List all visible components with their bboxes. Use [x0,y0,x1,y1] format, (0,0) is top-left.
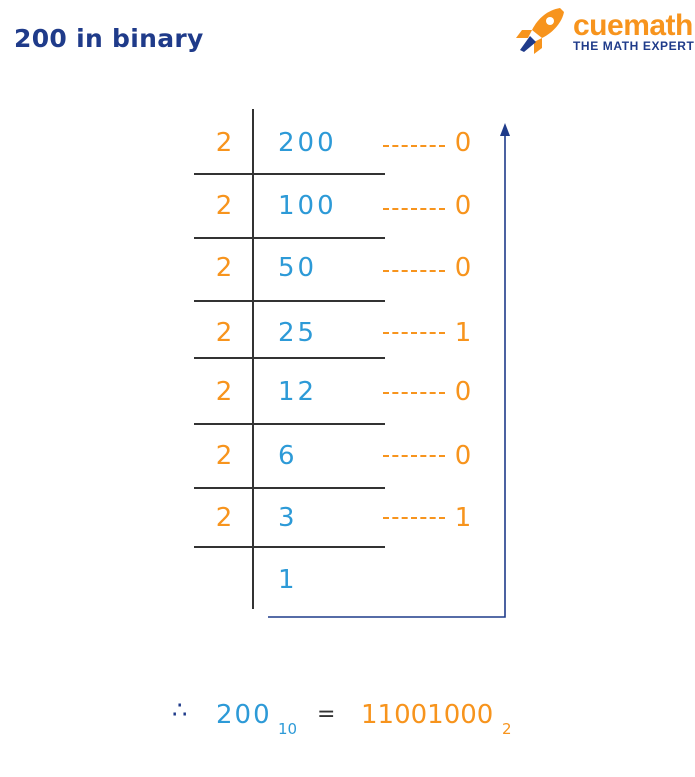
binary-value: 11001000 [361,700,494,730]
remainder: 0 [454,253,472,283]
divisor: 2 [215,318,233,348]
row-divider [194,423,385,425]
remainder: 1 [454,503,472,533]
row-divider [194,300,385,302]
brand-name: cuemath [573,9,693,42]
dashed-leader [383,517,445,519]
remainder: 1 [454,318,472,348]
decimal-base: 10 [278,720,298,738]
quotient: 25 [278,318,318,348]
vertical-divider [252,109,254,609]
quotient: 6 [278,441,298,471]
divisor: 2 [215,191,233,221]
row-divider [194,173,385,175]
equals-sign: = [317,702,336,727]
quotient: 100 [278,191,337,221]
divisor: 2 [215,253,233,283]
quotient: 12 [278,377,318,407]
divisor: 2 [215,377,233,407]
quotient: 50 [278,253,318,283]
brand-logo: cuemath THE MATH EXPERT [512,6,694,58]
result-equation: ∴ 200 10 = 11001000 2 [0,696,695,756]
dashed-leader [383,455,445,457]
divisor: 2 [215,441,233,471]
quotient: 3 [278,503,298,533]
dashed-leader [383,145,445,147]
remainder: 0 [454,377,472,407]
decimal-value: 200 [216,700,272,730]
remainder: 0 [454,128,472,158]
final-quotient: 1 [278,565,298,595]
dashed-leader [383,270,445,272]
dashed-leader [383,392,445,394]
remainder: 0 [454,441,472,471]
page-title: 200 in binary [14,24,204,53]
row-divider [194,237,385,239]
rocket-icon [516,8,564,54]
row-divider [194,546,385,548]
remainder: 0 [454,191,472,221]
dashed-leader [383,208,445,210]
quotient: 200 [278,128,337,158]
binary-base: 2 [502,720,512,738]
row-divider [194,357,385,359]
divisor: 2 [215,503,233,533]
row-divider [194,487,385,489]
brand-tagline: THE MATH EXPERT [573,39,695,53]
divisor: 2 [215,128,233,158]
therefore-symbol: ∴ [172,696,188,724]
dashed-leader [383,332,445,334]
